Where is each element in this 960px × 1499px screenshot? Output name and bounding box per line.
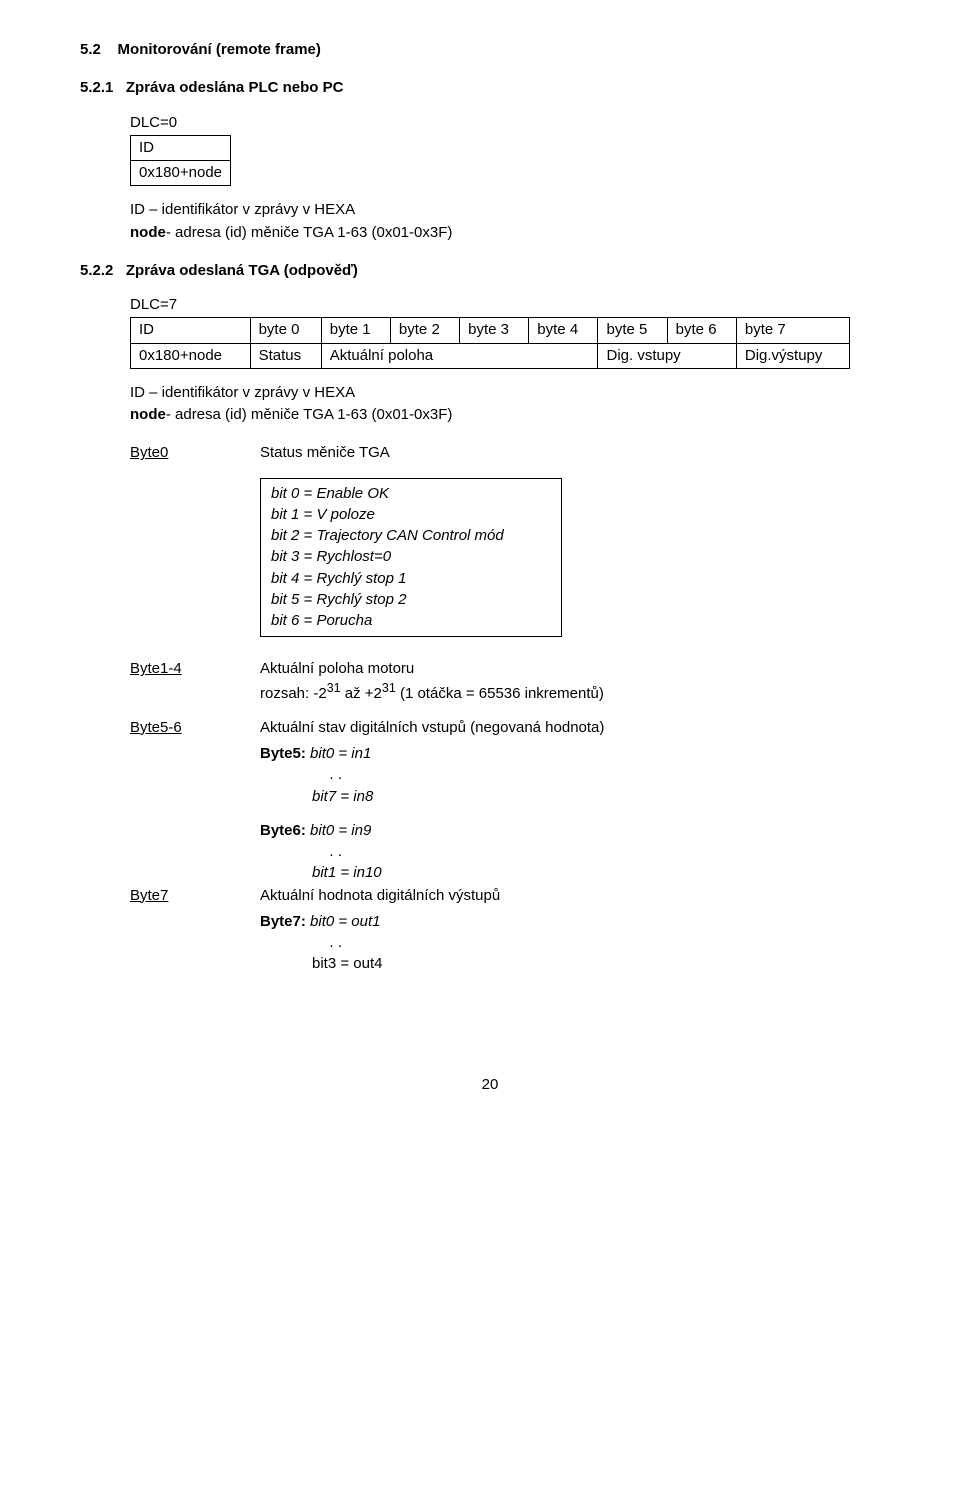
hdr: byte 6: [667, 318, 736, 343]
bytes-table: ID byte 0 byte 1 byte 2 byte 3 byte 4 by…: [130, 317, 850, 369]
pre: Byte7:: [260, 913, 310, 930]
line: Byte7: bit0 = out1: [260, 912, 900, 932]
node-bold: node: [130, 224, 166, 241]
pre: Byte5:: [260, 745, 310, 762]
subsection-heading: 5.2.1 Zpráva odeslána PLC nebo PC: [80, 78, 900, 98]
byte14-line1: Aktuální poloha motoru: [260, 659, 900, 679]
table-row: ID byte 0 byte 1 byte 2 byte 3 byte 4 by…: [131, 318, 850, 343]
subsection-heading: 5.2.2 Zpráva odeslaná TGA (odpověď): [80, 261, 900, 281]
section-title: Monitorování (remote frame): [118, 41, 321, 58]
hdr: byte 7: [736, 318, 849, 343]
dots: . .: [330, 933, 900, 953]
desc-line: ID – identifikátor v zprávy v HEXA: [130, 200, 900, 220]
section-heading: 5.2 Monitorování (remote frame): [80, 40, 900, 60]
hdr: byte 3: [460, 318, 529, 343]
hdr: byte 0: [250, 318, 321, 343]
line: Byte5: bit0 = in1: [260, 744, 900, 764]
txt: rozsah: -2: [260, 685, 327, 702]
byte14-body: Aktuální poloha motoru rozsah: -231 až +…: [260, 659, 900, 704]
cell: Dig.výstupy: [736, 343, 849, 368]
cell: Aktuální poloha: [321, 343, 598, 368]
sub1-block: DLC=0 ID 0x180+node ID – identifikátor v…: [130, 113, 900, 243]
cell: Dig. vstupy: [598, 343, 736, 368]
byte56-line1: Aktuální stav digitálních vstupů (negova…: [260, 718, 900, 738]
sup: 31: [382, 681, 396, 695]
byte5-lines: Byte5: bit0 = in1 . . bit7 = in8: [260, 744, 900, 807]
bit-line: bit 0 = Enable OK: [271, 484, 551, 504]
byte56-row: Byte5-6 Aktuální stav digitálních vstupů…: [130, 718, 900, 738]
hdr: byte 5: [598, 318, 667, 343]
dlc-label: DLC=0: [130, 113, 900, 133]
bit-line: bit 2 = Trajectory CAN Control mód: [271, 526, 551, 546]
dots: . .: [330, 765, 900, 785]
desc-line: node- adresa (id) měniče TGA 1-63 (0x01-…: [130, 405, 900, 425]
id-header: ID: [131, 135, 231, 160]
line: Byte6: bit0 = in9: [260, 821, 900, 841]
hdr: byte 2: [390, 318, 459, 343]
byte14-label: Byte1-4: [130, 660, 182, 677]
desc-line: node- adresa (id) měniče TGA 1-63 (0x01-…: [130, 223, 900, 243]
byte6-lines: Byte6: bit0 = in9 . . bit1 = in10: [260, 821, 900, 884]
byte0-row: Byte0 Status měniče TGA: [130, 443, 900, 463]
byte0-text: Status měniče TGA: [260, 443, 900, 463]
desc-block: ID – identifikátor v zprávy v HEXA node-…: [130, 383, 900, 426]
sub2-title: Zpráva odeslaná TGA (odpověď): [126, 262, 358, 279]
line: bit7 = in8: [312, 787, 900, 807]
byte7-label: Byte7: [130, 887, 168, 904]
byte14-line2: rozsah: -231 až +231 (1 otáčka = 65536 i…: [260, 680, 900, 704]
bit-line: bit 1 = V poloze: [271, 505, 551, 525]
pre: Byte6:: [260, 822, 310, 839]
sub1-title: Zpráva odeslána PLC nebo PC: [126, 79, 344, 96]
bit-line: bit 3 = Rychlost=0: [271, 547, 551, 567]
hdr: byte 1: [321, 318, 390, 343]
node-bold: node: [130, 406, 166, 423]
byte7-line1: Aktuální hodnota digitálních výstupů: [260, 886, 900, 906]
id-table: ID 0x180+node: [130, 135, 231, 187]
sub1-num: 5.2.1: [80, 79, 113, 96]
dlc-label: DLC=7: [130, 295, 900, 315]
dots: . .: [330, 842, 900, 862]
byte14-row: Byte1-4 Aktuální poloha motoru rozsah: -…: [130, 659, 900, 704]
section-num: 5.2: [80, 41, 101, 58]
val: bit0 = out1: [310, 913, 380, 930]
hdr: ID: [131, 318, 251, 343]
cell: 0x180+node: [131, 343, 251, 368]
byte7-row: Byte7 Aktuální hodnota digitálních výstu…: [130, 886, 900, 906]
table-row: 0x180+node Status Aktuální poloha Dig. v…: [131, 343, 850, 368]
status-box: bit 0 = Enable OK bit 1 = V poloze bit 2…: [260, 478, 562, 638]
node-rest: - adresa (id) měniče TGA 1-63 (0x01-0x3F…: [166, 224, 453, 241]
line: bit1 = in10: [312, 863, 900, 883]
byte7-lines: Byte7: bit0 = out1 . . bit3 = out4: [260, 912, 900, 975]
txt: (1 otáčka = 65536 inkrementů): [396, 685, 604, 702]
cell: Status: [250, 343, 321, 368]
val: bit0 = in9: [310, 822, 371, 839]
hdr: byte 4: [529, 318, 598, 343]
sup: 31: [327, 681, 341, 695]
sub2-num: 5.2.2: [80, 262, 113, 279]
id-value: 0x180+node: [131, 161, 231, 186]
desc-line: ID – identifikátor v zprávy v HEXA: [130, 383, 900, 403]
byte0-label: Byte0: [130, 444, 168, 461]
bit-line: bit 4 = Rychlý stop 1: [271, 569, 551, 589]
node-rest: - adresa (id) měniče TGA 1-63 (0x01-0x3F…: [166, 406, 453, 423]
txt: až +2: [341, 685, 382, 702]
byte56-label: Byte5-6: [130, 719, 182, 736]
sub2-block: DLC=7 ID byte 0 byte 1 byte 2 byte 3 byt…: [130, 295, 900, 975]
val: bit0 = in1: [310, 745, 371, 762]
bit-line: bit 6 = Porucha: [271, 611, 551, 631]
page-number: 20: [80, 1075, 900, 1095]
desc-block: ID – identifikátor v zprávy v HEXA node-…: [130, 200, 900, 243]
line: bit3 = out4: [312, 954, 900, 974]
bit-line: bit 5 = Rychlý stop 2: [271, 590, 551, 610]
